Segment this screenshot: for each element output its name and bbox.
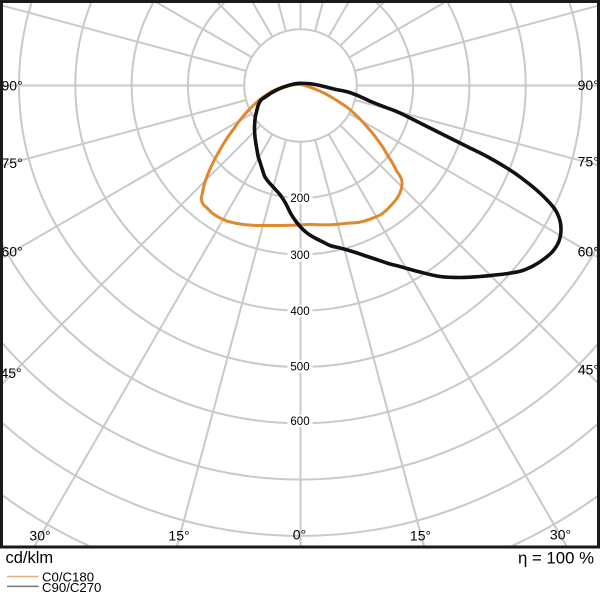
- svg-text:600: 600: [290, 416, 309, 428]
- svg-text:0°: 0°: [293, 527, 306, 543]
- svg-text:C0/C180: C0/C180: [42, 570, 94, 585]
- svg-text:200: 200: [290, 193, 309, 205]
- svg-text:75°: 75°: [2, 155, 23, 171]
- svg-text:400: 400: [290, 306, 309, 318]
- svg-text:30°: 30°: [550, 527, 571, 543]
- svg-text:45°: 45°: [1, 365, 22, 381]
- svg-text:cd/klm: cd/klm: [6, 549, 54, 567]
- svg-text:30°: 30°: [29, 528, 50, 544]
- svg-text:90°: 90°: [578, 77, 599, 93]
- svg-text:15°: 15°: [410, 528, 431, 544]
- svg-text:300: 300: [290, 250, 309, 262]
- svg-text:90°: 90°: [2, 78, 23, 94]
- svg-text:η = 100 %: η = 100 %: [518, 548, 594, 567]
- svg-text:15°: 15°: [168, 528, 189, 544]
- svg-text:C90/C270: C90/C270: [42, 580, 101, 595]
- svg-text:60°: 60°: [2, 244, 23, 260]
- svg-text:500: 500: [290, 362, 309, 374]
- svg-text:75°: 75°: [578, 154, 599, 170]
- svg-text:45°: 45°: [578, 362, 599, 378]
- svg-text:60°: 60°: [578, 244, 599, 260]
